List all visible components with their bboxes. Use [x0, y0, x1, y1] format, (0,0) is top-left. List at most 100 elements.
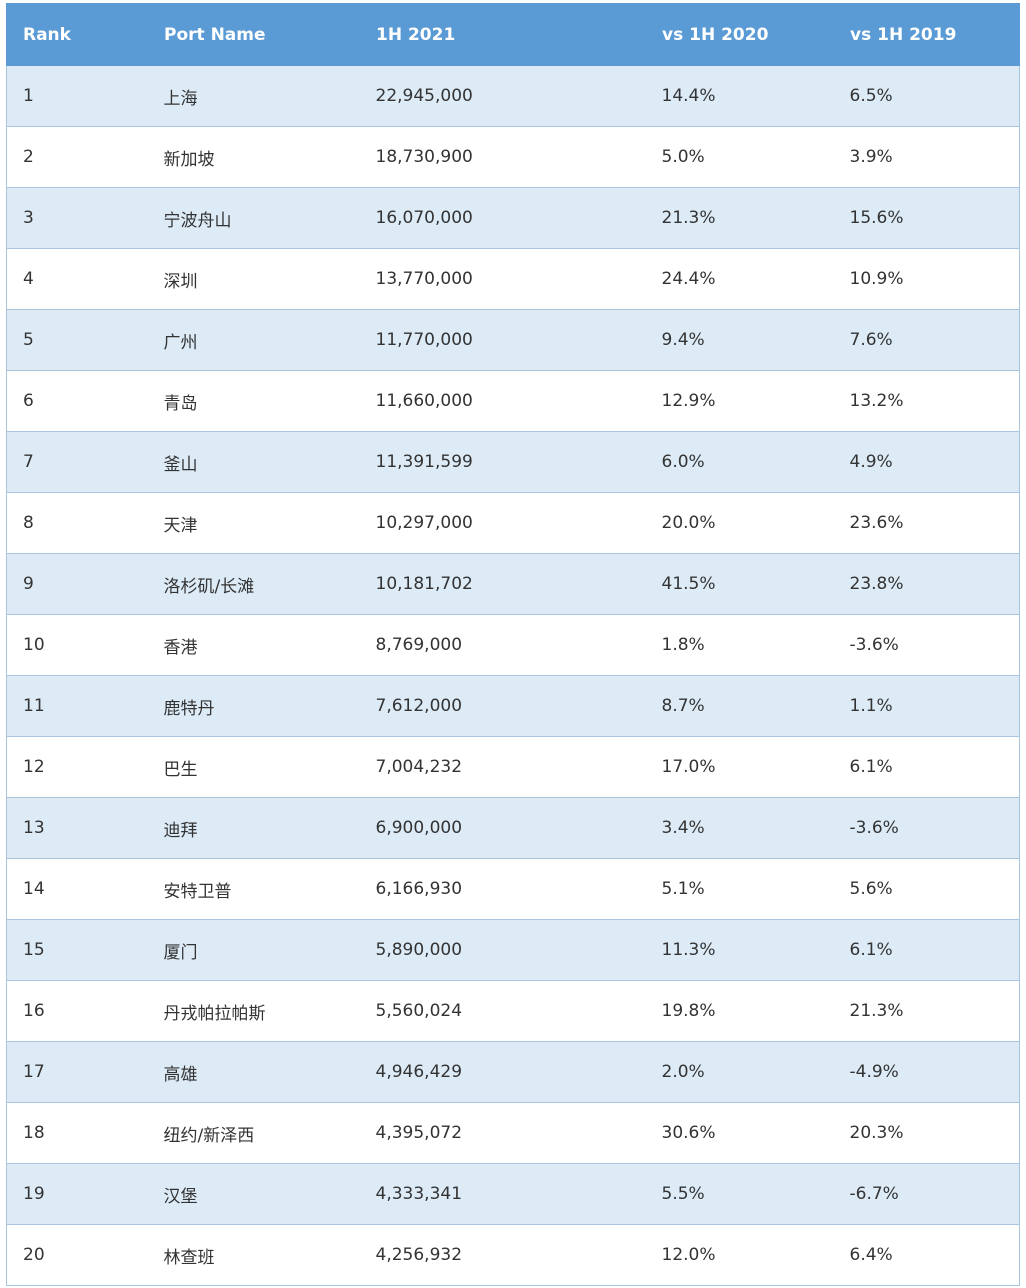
- cell-port-name: 广州: [163, 309, 376, 371]
- cell-rank: 12: [6, 736, 164, 798]
- cell-teu-1h-2021: 11,770,000: [375, 309, 662, 371]
- table-row: 10 香港 8,769,000 1.8% -3.6%: [6, 614, 1020, 676]
- cell-rank: 1: [6, 65, 164, 127]
- cell-port-name: 上海: [163, 65, 376, 127]
- cell-teu-1h-2021: 5,890,000: [375, 919, 662, 981]
- cell-change-vs-1h-2020: 6.0%: [661, 431, 850, 493]
- cell-teu-1h-2021: 5,560,024: [375, 980, 662, 1042]
- cell-change-vs-1h-2019: 15.6%: [849, 187, 1020, 249]
- table-row: 15 厦门 5,890,000 11.3% 6.1%: [6, 919, 1020, 981]
- header-vs-1h-2020: vs 1H 2020: [661, 3, 850, 66]
- cell-teu-1h-2021: 11,391,599: [375, 431, 662, 493]
- cell-rank: 11: [6, 675, 164, 737]
- cell-port-name: 新加坡: [163, 126, 376, 188]
- cell-port-name: 深圳: [163, 248, 376, 310]
- cell-port-name: 迪拜: [163, 797, 376, 859]
- header-vs-1h-2019: vs 1H 2019: [849, 3, 1020, 66]
- cell-teu-1h-2021: 18,730,900: [375, 126, 662, 188]
- table-row: 3 宁波舟山 16,070,000 21.3% 15.6%: [6, 187, 1020, 249]
- table-row: 18 纽约/新泽西 4,395,072 30.6% 20.3%: [6, 1102, 1020, 1164]
- cell-rank: 19: [6, 1163, 164, 1225]
- cell-teu-1h-2021: 4,946,429: [375, 1041, 662, 1103]
- cell-change-vs-1h-2020: 30.6%: [661, 1102, 850, 1164]
- cell-rank: 4: [6, 248, 164, 310]
- cell-change-vs-1h-2020: 5.5%: [661, 1163, 850, 1225]
- cell-change-vs-1h-2020: 17.0%: [661, 736, 850, 798]
- cell-change-vs-1h-2019: -3.6%: [849, 614, 1020, 676]
- cell-rank: 18: [6, 1102, 164, 1164]
- cell-change-vs-1h-2019: 21.3%: [849, 980, 1020, 1042]
- cell-change-vs-1h-2019: 6.5%: [849, 65, 1020, 127]
- cell-rank: 2: [6, 126, 164, 188]
- cell-rank: 3: [6, 187, 164, 249]
- cell-rank: 14: [6, 858, 164, 920]
- cell-rank: 15: [6, 919, 164, 981]
- cell-teu-1h-2021: 8,769,000: [375, 614, 662, 676]
- cell-change-vs-1h-2019: 23.8%: [849, 553, 1020, 615]
- table-row: 11 鹿特丹 7,612,000 8.7% 1.1%: [6, 675, 1020, 737]
- cell-port-name: 洛杉矶/长滩: [163, 553, 376, 615]
- cell-change-vs-1h-2019: -4.9%: [849, 1041, 1020, 1103]
- table-row: 17 高雄 4,946,429 2.0% -4.9%: [6, 1041, 1020, 1103]
- table-row: 16 丹戎帕拉帕斯 5,560,024 19.8% 21.3%: [6, 980, 1020, 1042]
- table-row: 7 釜山 11,391,599 6.0% 4.9%: [6, 431, 1020, 493]
- cell-teu-1h-2021: 7,612,000: [375, 675, 662, 737]
- cell-change-vs-1h-2020: 12.9%: [661, 370, 850, 432]
- cell-change-vs-1h-2020: 1.8%: [661, 614, 850, 676]
- cell-change-vs-1h-2019: 7.6%: [849, 309, 1020, 371]
- cell-change-vs-1h-2019: -3.6%: [849, 797, 1020, 859]
- table-row: 19 汉堡 4,333,341 5.5% -6.7%: [6, 1163, 1020, 1225]
- cell-change-vs-1h-2020: 11.3%: [661, 919, 850, 981]
- cell-change-vs-1h-2019: 6.1%: [849, 919, 1020, 981]
- cell-teu-1h-2021: 6,166,930: [375, 858, 662, 920]
- cell-change-vs-1h-2020: 41.5%: [661, 553, 850, 615]
- cell-change-vs-1h-2020: 2.0%: [661, 1041, 850, 1103]
- cell-change-vs-1h-2020: 9.4%: [661, 309, 850, 371]
- table-row: 1 上海 22,945,000 14.4% 6.5%: [6, 65, 1020, 127]
- cell-change-vs-1h-2019: 6.1%: [849, 736, 1020, 798]
- cell-port-name: 鹿特丹: [163, 675, 376, 737]
- table-row: 20 林查班 4,256,932 12.0% 6.4%: [6, 1224, 1020, 1286]
- cell-change-vs-1h-2020: 5.0%: [661, 126, 850, 188]
- cell-teu-1h-2021: 10,181,702: [375, 553, 662, 615]
- cell-teu-1h-2021: 4,256,932: [375, 1224, 662, 1286]
- cell-teu-1h-2021: 10,297,000: [375, 492, 662, 554]
- cell-port-name: 安特卫普: [163, 858, 376, 920]
- cell-change-vs-1h-2019: 3.9%: [849, 126, 1020, 188]
- cell-teu-1h-2021: 6,900,000: [375, 797, 662, 859]
- table-row: 14 安特卫普 6,166,930 5.1% 5.6%: [6, 858, 1020, 920]
- cell-change-vs-1h-2020: 21.3%: [661, 187, 850, 249]
- table-row: 12 巴生 7,004,232 17.0% 6.1%: [6, 736, 1020, 798]
- cell-port-name: 釜山: [163, 431, 376, 493]
- cell-rank: 20: [6, 1224, 164, 1286]
- cell-port-name: 香港: [163, 614, 376, 676]
- cell-rank: 7: [6, 431, 164, 493]
- cell-rank: 9: [6, 553, 164, 615]
- cell-rank: 6: [6, 370, 164, 432]
- cell-change-vs-1h-2020: 14.4%: [661, 65, 850, 127]
- cell-change-vs-1h-2020: 24.4%: [661, 248, 850, 310]
- cell-teu-1h-2021: 7,004,232: [375, 736, 662, 798]
- cell-port-name: 宁波舟山: [163, 187, 376, 249]
- table-row: 9 洛杉矶/长滩 10,181,702 41.5% 23.8%: [6, 553, 1020, 615]
- cell-rank: 10: [6, 614, 164, 676]
- header-rank: Rank: [6, 3, 164, 66]
- cell-port-name: 汉堡: [163, 1163, 376, 1225]
- cell-change-vs-1h-2020: 12.0%: [661, 1224, 850, 1286]
- cell-port-name: 纽约/新泽西: [163, 1102, 376, 1164]
- cell-rank: 5: [6, 309, 164, 371]
- cell-teu-1h-2021: 4,333,341: [375, 1163, 662, 1225]
- cell-change-vs-1h-2020: 20.0%: [661, 492, 850, 554]
- table-row: 2 新加坡 18,730,900 5.0% 3.9%: [6, 126, 1020, 188]
- cell-port-name: 丹戎帕拉帕斯: [163, 980, 376, 1042]
- cell-teu-1h-2021: 4,395,072: [375, 1102, 662, 1164]
- cell-change-vs-1h-2020: 19.8%: [661, 980, 850, 1042]
- table-row: 5 广州 11,770,000 9.4% 7.6%: [6, 309, 1020, 371]
- cell-rank: 16: [6, 980, 164, 1042]
- cell-teu-1h-2021: 11,660,000: [375, 370, 662, 432]
- cell-change-vs-1h-2019: 4.9%: [849, 431, 1020, 493]
- cell-change-vs-1h-2019: 23.6%: [849, 492, 1020, 554]
- cell-change-vs-1h-2019: 1.1%: [849, 675, 1020, 737]
- cell-port-name: 天津: [163, 492, 376, 554]
- table-row: 4 深圳 13,770,000 24.4% 10.9%: [6, 248, 1020, 310]
